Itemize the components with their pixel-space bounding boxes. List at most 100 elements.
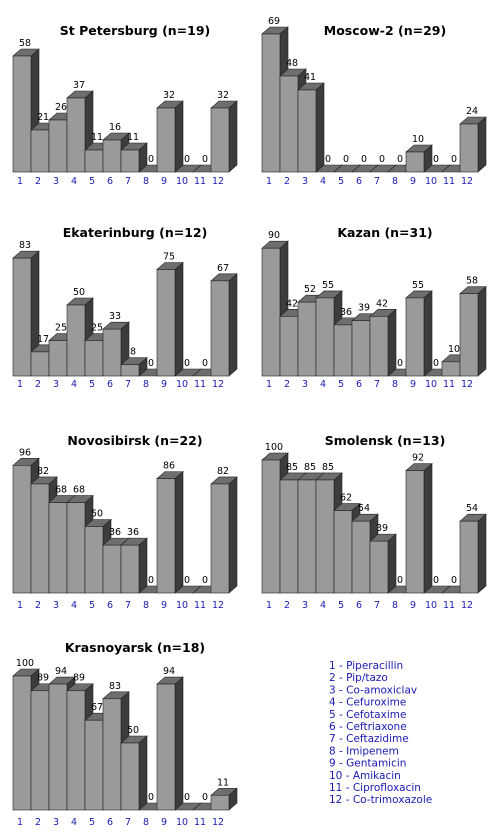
- bar-side: [387, 533, 397, 594]
- bar-value-label: 69: [268, 16, 280, 27]
- x-tick-label: 2: [35, 817, 41, 828]
- legend-item: 5 - Cefotaxime: [329, 709, 406, 721]
- bar-side: [174, 261, 184, 377]
- bar-side: [138, 735, 148, 811]
- bar: [48, 340, 68, 377]
- chart-panel: Kazan (n=31)9014225235543653964270855901…: [261, 225, 487, 390]
- chart-title: Smolensk (n=13): [325, 433, 446, 448]
- bar: [369, 540, 389, 594]
- bar: [120, 364, 140, 377]
- x-tick-label: 12: [461, 600, 473, 611]
- bar-value-label: 75: [163, 252, 175, 263]
- x-tick-label: 4: [71, 176, 77, 187]
- bar-value-label: 0: [397, 358, 403, 369]
- bar: [66, 690, 86, 811]
- bar-value-label: 17: [37, 334, 49, 345]
- x-tick-label: 6: [356, 176, 362, 187]
- bar-side: [228, 273, 238, 377]
- bar-value-label: 58: [19, 38, 31, 49]
- bar: [297, 479, 317, 594]
- x-tick-label: 3: [302, 176, 308, 187]
- x-tick-label: 9: [410, 600, 416, 611]
- bar: [84, 526, 104, 594]
- bar-value-label: 82: [37, 466, 49, 477]
- bar: [102, 328, 122, 377]
- bar: [156, 683, 176, 811]
- bar: [279, 479, 299, 594]
- bar-side: [174, 676, 184, 811]
- bar: [297, 89, 317, 173]
- bar-value-label: 11: [127, 132, 139, 143]
- x-tick-label: 10: [176, 600, 188, 611]
- x-tick-label: 4: [320, 379, 326, 390]
- x-tick-label: 2: [284, 600, 290, 611]
- x-tick-label: 3: [302, 600, 308, 611]
- x-tick-label: 3: [53, 176, 59, 187]
- bar-value-label: 0: [379, 154, 385, 165]
- bar-value-label: 52: [304, 284, 316, 295]
- bar: [405, 470, 425, 594]
- x-tick-label: 4: [71, 817, 77, 828]
- x-tick-label: 1: [266, 379, 272, 390]
- bar: [333, 510, 353, 594]
- bar-value-label: 85: [286, 462, 298, 473]
- bar-value-label: 0: [202, 154, 208, 165]
- bar: [120, 544, 140, 594]
- chart-title: Moscow-2 (n=29): [324, 23, 446, 38]
- x-tick-label: 10: [425, 600, 437, 611]
- bar-value-label: 67: [91, 702, 103, 713]
- bar-side: [477, 285, 487, 377]
- bar: [210, 280, 230, 377]
- x-tick-label: 1: [17, 379, 23, 390]
- chart-title: Novosibirsk (n=22): [67, 433, 202, 448]
- bar: [351, 520, 371, 594]
- bar-value-label: 82: [217, 466, 229, 477]
- bar-value-label: 10: [412, 134, 424, 145]
- x-tick-label: 6: [356, 379, 362, 390]
- bar-value-label: 11: [217, 777, 229, 788]
- x-tick-label: 7: [125, 600, 131, 611]
- x-tick-label: 10: [176, 817, 188, 828]
- legend-item: 8 - Imipenem: [329, 745, 399, 757]
- legend-item: 12 - Co-trimoxazole: [329, 794, 432, 806]
- bar-value-label: 89: [37, 673, 49, 684]
- bar-value-label: 36: [127, 527, 139, 538]
- x-tick-label: 1: [17, 817, 23, 828]
- bar: [297, 301, 317, 377]
- x-tick-label: 2: [35, 600, 41, 611]
- bar: [48, 502, 68, 594]
- bar-value-label: 62: [340, 493, 352, 504]
- x-tick-label: 12: [212, 817, 224, 828]
- x-tick-label: 12: [212, 600, 224, 611]
- bar: [12, 55, 32, 173]
- bar-value-label: 10: [448, 344, 460, 355]
- bar-value-label: 26: [55, 102, 67, 113]
- bar: [459, 123, 479, 173]
- bar-value-label: 0: [451, 154, 457, 165]
- chart-title: Ekaterinburg (n=12): [63, 225, 208, 240]
- bar: [66, 502, 86, 594]
- x-tick-label: 12: [461, 176, 473, 187]
- bar: [12, 465, 32, 594]
- bar-value-label: 41: [304, 72, 316, 83]
- bar-value-label: 8: [130, 347, 136, 358]
- bar: [30, 351, 50, 377]
- bar-value-label: 0: [325, 154, 331, 165]
- bar: [210, 794, 230, 811]
- x-tick-label: 10: [425, 379, 437, 390]
- x-tick-label: 4: [320, 176, 326, 187]
- legend-item: 6 - Ceftriaxone: [329, 721, 407, 733]
- bar-value-label: 0: [397, 154, 403, 165]
- bar-value-label: 89: [73, 673, 85, 684]
- chart-panel: Novosibirsk (n=22) 96 1 82 2 68 3 68 4 50 5 36 6 36 7 0…: [12, 433, 238, 611]
- bar-value-label: 55: [412, 280, 424, 291]
- x-tick-label: 4: [71, 600, 77, 611]
- x-tick-label: 1: [266, 600, 272, 611]
- bar-value-label: 25: [55, 323, 67, 334]
- bar-value-label: 39: [358, 303, 370, 314]
- x-tick-label: 9: [161, 176, 167, 187]
- bar-value-label: 58: [466, 276, 478, 287]
- bar: [102, 544, 122, 594]
- x-tick-label: 6: [107, 817, 113, 828]
- chart-panel: Moscow-2 (n=29)6914824130405060708109010…: [261, 16, 487, 187]
